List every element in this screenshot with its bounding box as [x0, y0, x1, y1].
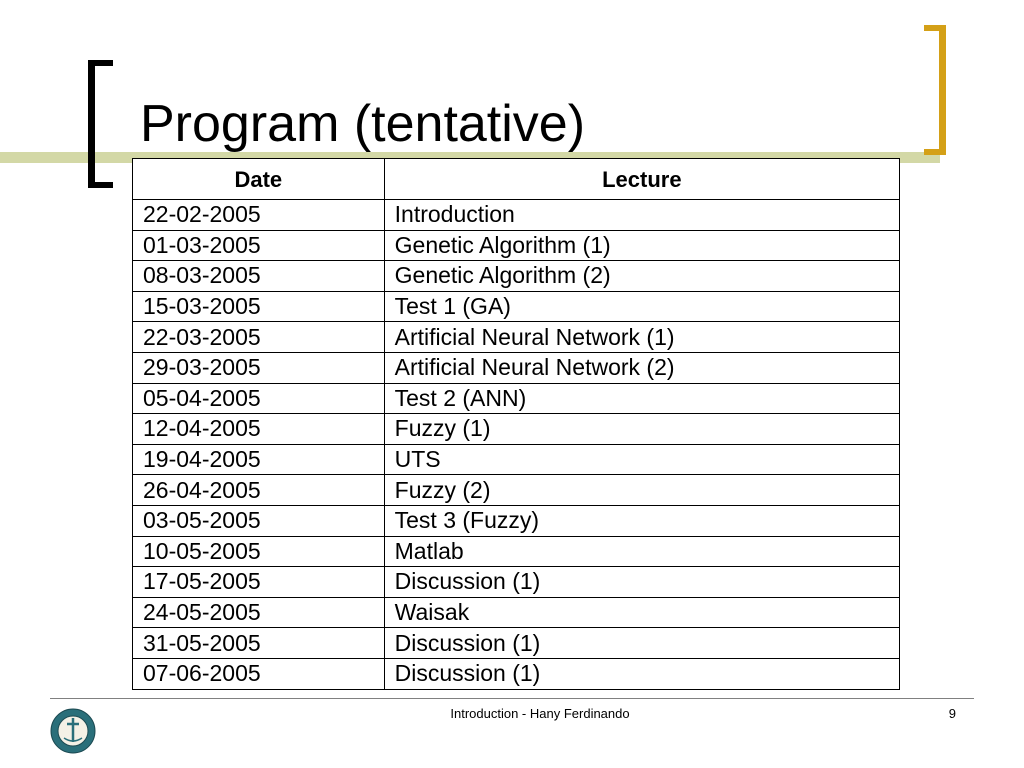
cell-lecture: UTS: [383, 443, 901, 476]
cell-lecture: Fuzzy (1): [383, 413, 901, 445]
table-row: 17-05-2005 Discussion (1): [132, 566, 901, 598]
table-row: 26-04-2005 Fuzzy (2): [132, 474, 901, 506]
footer-divider: [50, 698, 974, 699]
cell-lecture: Genetic Algorithm (2): [383, 260, 901, 292]
right-bracket-decoration: [924, 25, 946, 155]
cell-lecture: Test 3 (Fuzzy): [383, 504, 901, 537]
page-number: 9: [948, 706, 956, 721]
cell-date: 26-04-2005: [132, 474, 385, 506]
cell-lecture: Discussion (1): [383, 627, 901, 659]
slide-title: Program (tentative): [140, 95, 586, 153]
cell-lecture: Discussion (1): [383, 657, 901, 690]
cell-date: 03-05-2005: [132, 504, 385, 537]
cell-date: 05-04-2005: [132, 382, 385, 415]
title-accent-bar: [0, 152, 940, 163]
cell-date: 07-06-2005: [132, 657, 385, 690]
cell-lecture: Discussion (1): [383, 566, 901, 598]
column-header-date: Date: [132, 158, 385, 200]
schedule-table: Date Lecture 22-02-2005 Introduction 01-03…: [132, 158, 901, 690]
cell-date: 01-03-2005: [132, 229, 385, 262]
cell-lecture: Test 1 (GA): [383, 290, 901, 323]
table-row: 29-03-2005 Artificial Neural Network (2): [132, 351, 901, 384]
cell-date: 17-05-2005: [132, 566, 385, 598]
cell-lecture: Introduction: [383, 199, 901, 231]
column-header-lecture: Lecture: [383, 158, 901, 200]
left-bracket-decoration: [88, 60, 113, 188]
university-seal-icon: [50, 708, 96, 754]
table-row: 15-03-2005 Test 1 (GA): [132, 290, 901, 323]
table-row: 22-02-2005 Introduction: [132, 199, 901, 231]
table-row: 05-04-2005 Test 2 (ANN): [132, 382, 901, 415]
table-row: 07-06-2005 Discussion (1): [132, 657, 901, 690]
cell-date: 08-03-2005: [132, 260, 385, 292]
table-row: 01-03-2005 Genetic Algorithm (1): [132, 229, 901, 262]
cell-date: 22-03-2005: [132, 321, 385, 353]
cell-date: 10-05-2005: [132, 535, 385, 568]
cell-lecture: Waisak: [383, 596, 901, 629]
cell-lecture: Artificial Neural Network (2): [383, 351, 901, 384]
cell-lecture: Genetic Algorithm (1): [383, 229, 901, 262]
table-row: 22-03-2005 Artificial Neural Network (1): [132, 321, 901, 353]
cell-lecture: Artificial Neural Network (1): [383, 321, 901, 353]
table-row: 12-04-2005 Fuzzy (1): [132, 413, 901, 445]
table-row: 03-05-2005 Test 3 (Fuzzy): [132, 504, 901, 537]
table-row: 24-05-2005 Waisak: [132, 596, 901, 629]
footer-text: Introduction - Hany Ferdinando: [450, 706, 630, 721]
table-row: 31-05-2005 Discussion (1): [132, 627, 901, 659]
table-row: 19-04-2005 UTS: [132, 443, 901, 476]
cell-date: 15-03-2005: [132, 290, 385, 323]
cell-date: 29-03-2005: [132, 351, 385, 384]
cell-date: 31-05-2005: [132, 627, 385, 659]
table-row: 08-03-2005 Genetic Algorithm (2): [132, 260, 901, 292]
cell-date: 19-04-2005: [132, 443, 385, 476]
cell-lecture: Test 2 (ANN): [383, 382, 901, 415]
cell-date: 24-05-2005: [132, 596, 385, 629]
cell-lecture: Matlab: [383, 535, 901, 568]
cell-date: 22-02-2005: [132, 199, 385, 231]
table-header-row: Date Lecture: [132, 158, 901, 200]
table-row: 10-05-2005 Matlab: [132, 535, 901, 568]
cell-lecture: Fuzzy (2): [383, 474, 901, 506]
cell-date: 12-04-2005: [132, 413, 385, 445]
